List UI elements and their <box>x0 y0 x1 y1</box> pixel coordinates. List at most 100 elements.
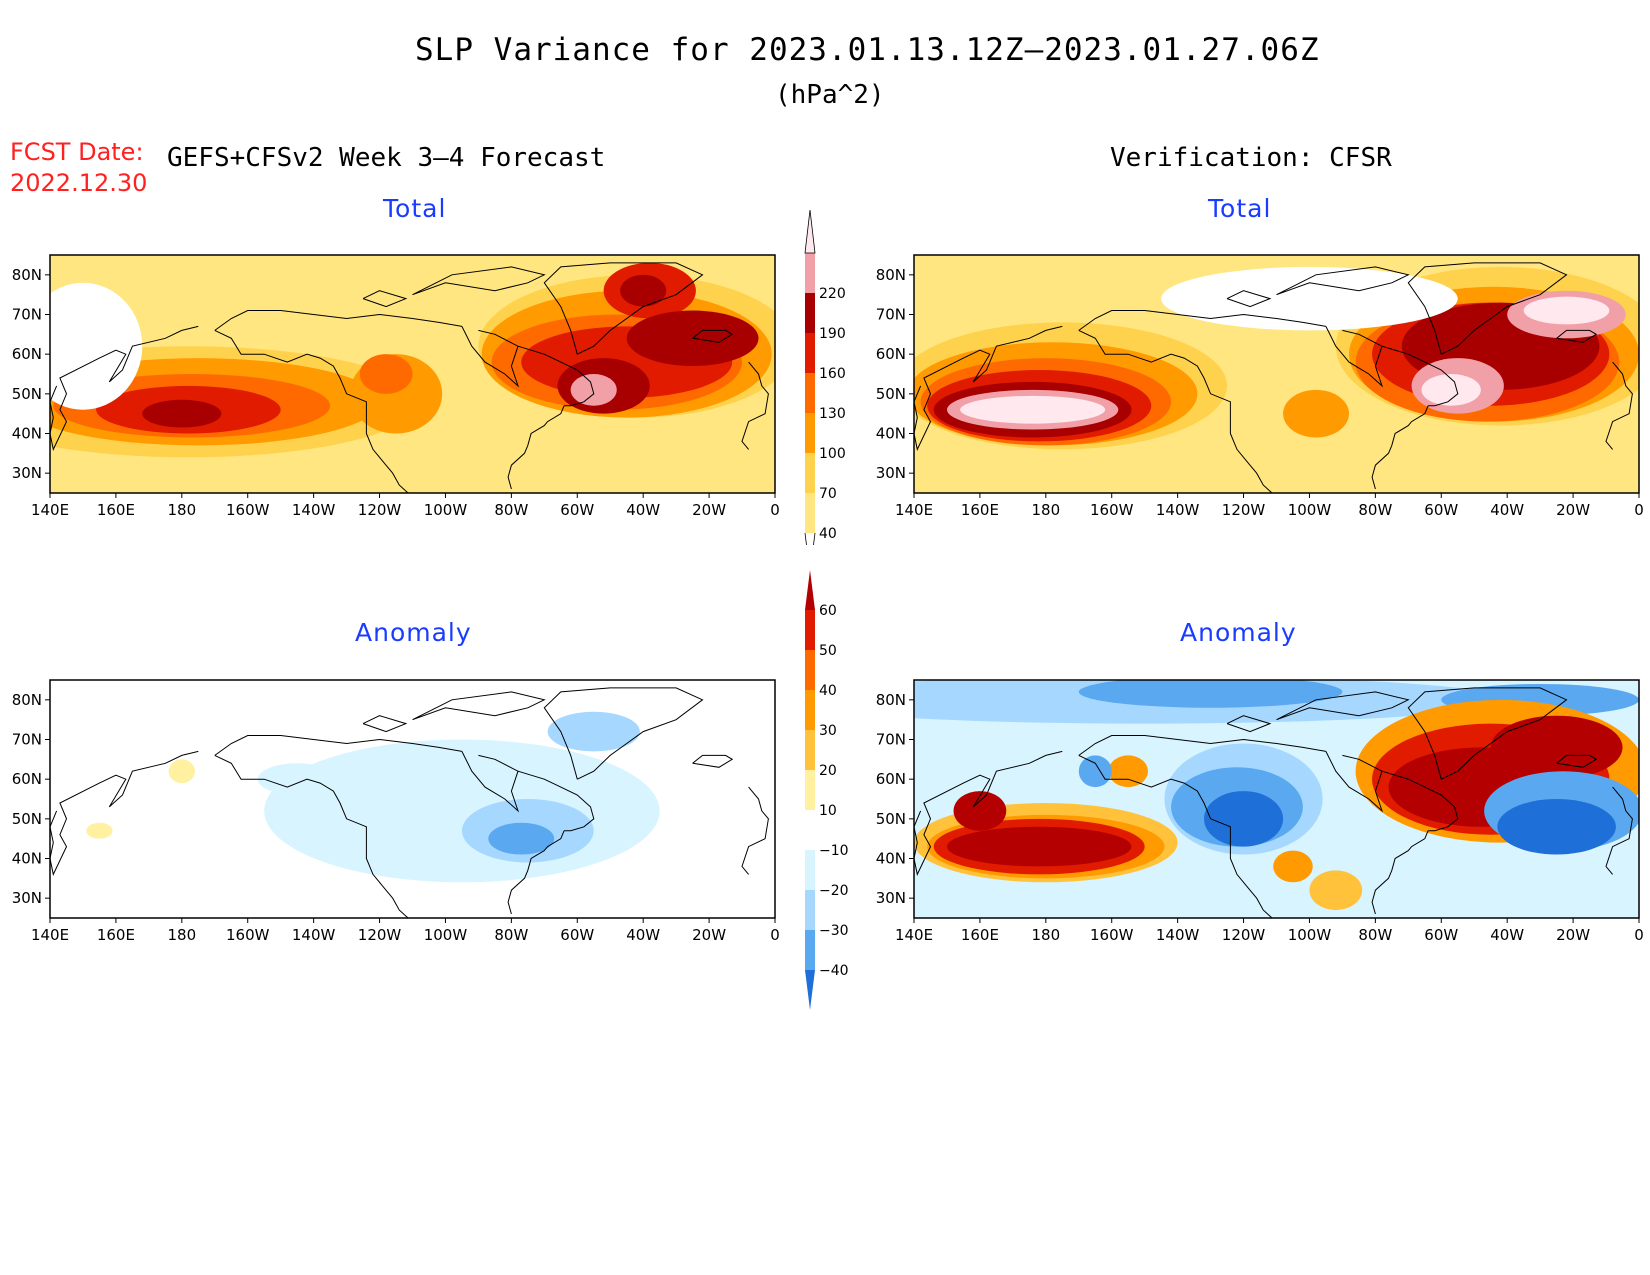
lon-tick-label: 60W <box>1424 501 1458 519</box>
coastline <box>741 786 769 875</box>
lon-tick-label: 0 <box>1634 926 1644 944</box>
coastline <box>1276 266 1410 296</box>
lon-tick-label: 140E <box>895 926 933 944</box>
colorbar-swatch <box>805 610 815 650</box>
coastline <box>1381 345 1459 407</box>
coastline <box>741 361 769 450</box>
field-contour <box>1523 296 1610 325</box>
coastline <box>1276 691 1410 721</box>
colorbar-swatch <box>805 730 815 770</box>
map-fcst-total: 140E 160E 180 160W 140W 120W 100W 80W 60W 40W 20W 0… <box>12 254 780 519</box>
colorbar-label: 20 <box>819 763 837 779</box>
lat-tick-label: 40N <box>12 425 42 443</box>
lat-tick-label: 50N <box>876 810 906 828</box>
colorbar-label: 10 <box>819 803 837 819</box>
coastline <box>507 830 565 915</box>
coastline <box>1371 830 1429 915</box>
colorbar-label: 40 <box>819 526 837 542</box>
field-contour <box>264 739 660 883</box>
panel-title-fcst-total: Total <box>383 194 447 223</box>
colorbar-top-arrow <box>805 570 815 610</box>
coastline <box>1078 329 1273 493</box>
fcst-date-label: FCST Date: <box>10 138 144 166</box>
lon-tick-label: 20W <box>1556 501 1590 519</box>
map-frame <box>913 679 1640 919</box>
lon-tick-label: 160E <box>97 926 135 944</box>
colorbar-label: 70 <box>819 486 837 502</box>
map-verif-total: 140E 160E 180 160W 140W 120W 100W 80W 60W 40W 20W 0… <box>876 254 1644 519</box>
lon-tick-label: 160W <box>1090 501 1134 519</box>
figure-title: SLP Variance for 2023.01.13.12Z–2023.01.… <box>415 32 1320 68</box>
coastline <box>214 329 409 493</box>
colorbar-label: 100 <box>819 446 846 462</box>
coastline <box>1078 754 1273 918</box>
coastline <box>1407 262 1568 355</box>
panel-title-fcst-anomaly: Anomaly <box>355 618 472 647</box>
lon-tick-label: 60W <box>560 926 594 944</box>
lon-tick-label: 0 <box>1634 501 1644 519</box>
lon-tick-label: 20W <box>1556 926 1590 944</box>
coastline <box>1605 786 1633 875</box>
coastline <box>214 735 462 756</box>
coastline <box>412 266 546 296</box>
colorbar-anomaly: 60 50 40 30 20 10 −10 −20 −30 −40 <box>805 570 849 1010</box>
map-frame <box>49 254 776 494</box>
coastline <box>461 751 520 813</box>
field-contour <box>620 274 667 307</box>
lon-tick-label: 160E <box>97 501 135 519</box>
field-contour <box>1078 755 1112 788</box>
coastline <box>1078 735 1326 756</box>
coastline <box>461 326 520 388</box>
field-contour <box>1490 715 1623 780</box>
map-frame <box>49 679 776 919</box>
colorbar-label: −40 <box>819 963 849 979</box>
lon-tick-label: 120W <box>358 926 402 944</box>
coastline <box>362 290 408 308</box>
colorbar-label: 220 <box>819 286 846 302</box>
coastline <box>214 754 409 918</box>
lon-tick-label: 160W <box>1090 926 1134 944</box>
coastline <box>1407 687 1568 780</box>
field-contour <box>953 791 1007 831</box>
coastline <box>1325 326 1384 388</box>
lon-tick-label: 0 <box>770 926 780 944</box>
lon-tick-label: 160W <box>226 926 270 944</box>
lat-tick-label: 50N <box>876 385 906 403</box>
lon-tick-label: 140E <box>31 501 69 519</box>
lat-tick-label: 30N <box>12 464 42 482</box>
field-contour <box>1273 850 1313 883</box>
lon-tick-label: 140W <box>1156 926 1200 944</box>
field-contour <box>1497 799 1616 855</box>
colorbar-label: 60 <box>819 603 837 619</box>
colorbar-swatch <box>805 810 815 850</box>
colorbar-label: 130 <box>819 406 846 422</box>
lon-tick-label: 60W <box>560 501 594 519</box>
colorbar-label: 160 <box>819 366 846 382</box>
colorbar-label: −30 <box>819 923 849 939</box>
coastline <box>1371 405 1429 490</box>
lon-tick-label: 120W <box>1222 501 1266 519</box>
coastline <box>692 754 734 768</box>
lat-tick-label: 60N <box>876 770 906 788</box>
verification-subtitle: Verification: CFSR <box>1110 143 1392 173</box>
map-verif-anomaly: 140E 160E 180 160W 140W 120W 100W 80W 60W 40W 20W 0… <box>876 679 1644 944</box>
lon-tick-label: 40W <box>1490 926 1524 944</box>
coastline <box>517 770 595 832</box>
field-contour <box>1309 870 1363 911</box>
lon-tick-label: 100W <box>1288 926 1332 944</box>
field-contour <box>359 354 413 394</box>
lon-tick-label: 140W <box>1156 501 1200 519</box>
colorbar-swatch <box>805 890 815 930</box>
colorbar-label: 30 <box>819 723 837 739</box>
field-layer <box>50 680 775 918</box>
colorbar-bottom-arrow <box>805 970 815 1010</box>
lat-tick-label: 70N <box>12 731 42 749</box>
lat-tick-label: 60N <box>876 345 906 363</box>
coastline <box>517 345 595 407</box>
field-contour <box>1078 680 1343 708</box>
lat-tick-label: 70N <box>12 306 42 324</box>
lat-tick-label: 50N <box>12 810 42 828</box>
field-contour <box>168 759 195 784</box>
panel-title-verif-anomaly: Anomaly <box>1180 618 1297 647</box>
coastline <box>1556 754 1598 768</box>
